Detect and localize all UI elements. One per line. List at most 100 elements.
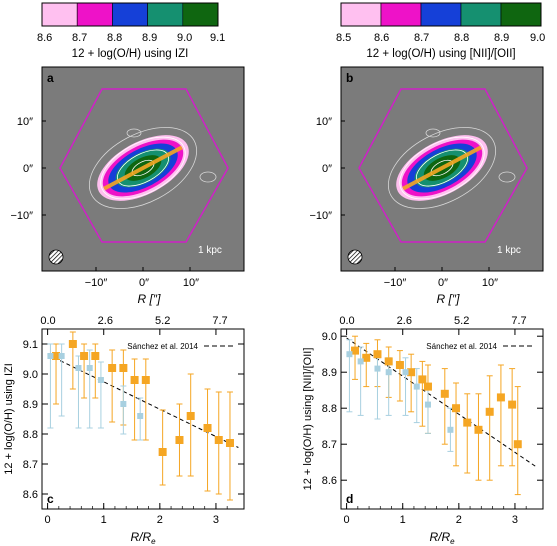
- cb-right-title: 12 + log(O/H) using [NII]/[OII]: [366, 48, 515, 60]
- scale-bar-label: 1 kpc: [198, 245, 222, 256]
- data-point: [463, 418, 472, 427]
- x-tick-label: 0″: [139, 277, 149, 289]
- colorbar-segment: [147, 2, 184, 27]
- x-tick-label: 1: [400, 514, 406, 526]
- contour-blob: [126, 128, 142, 138]
- colorbar-segment: [500, 2, 542, 27]
- data-point: [68, 340, 77, 348]
- data-point: [373, 350, 382, 359]
- data-point: [47, 353, 54, 359]
- x-tick-label: −10″: [384, 277, 407, 289]
- y-tick-label: 10″: [316, 116, 332, 128]
- cb-right-tick: 8.8: [454, 32, 469, 44]
- cb-left-tick: 8.9: [142, 32, 157, 44]
- y-axis-label: 12 + log(O/H) using [NII]/[OII]: [302, 348, 314, 491]
- colorbar-left: 8.6 8.7 8.8 8.9 9.0 9.1 12 + log(O/H) us…: [37, 2, 225, 60]
- data-point: [130, 376, 139, 384]
- data-point: [58, 353, 65, 359]
- data-point: [362, 353, 371, 362]
- y-tick-label: 0″: [23, 163, 33, 175]
- map-a-axes: 10″ 0″ −10″ −10″ 0″ 10″ R [″]: [10, 116, 199, 306]
- x-tick-label: 0: [344, 514, 350, 526]
- metallicity-map: [88, 127, 198, 209]
- data-point: [513, 440, 522, 449]
- y-tick-label: 0″: [322, 163, 332, 175]
- contour-blob: [199, 171, 217, 183]
- top-tick-label: 0.0: [339, 315, 354, 327]
- y-tick-label: 8.6: [322, 475, 337, 487]
- data-point: [508, 400, 517, 409]
- colorbar-segment: [76, 2, 113, 27]
- data-point: [52, 352, 61, 360]
- data-point: [440, 389, 449, 398]
- cb-left-tick: 9.1: [210, 32, 225, 44]
- colorbar-segment: [41, 2, 78, 27]
- plot-frame: [340, 328, 544, 510]
- cb-left-title: 12 + log(O/H) using IZI: [72, 48, 189, 60]
- profile-panel-c: 0 1 2 3 0.0 2.6 5.2 7.7 8.6 8.7 8.8 8.9 9.0 9.1 Sánche…: [3, 315, 245, 546]
- cb-left-tick: 8.8: [107, 32, 122, 44]
- data-point: [97, 377, 104, 383]
- cb-right-tick: 9.0: [530, 32, 545, 44]
- y-tick-label: 8.8: [322, 403, 337, 415]
- cb-right-tick: 8.5: [336, 32, 351, 44]
- top-tick-label: 2.6: [397, 315, 412, 327]
- data-point: [120, 401, 127, 407]
- data-point: [474, 425, 483, 434]
- panel-label: a: [47, 71, 54, 85]
- x-tick-label: 10″: [482, 277, 498, 289]
- y-tick-label: 9.0: [322, 331, 337, 343]
- top-tick-label: 7.7: [212, 315, 227, 327]
- panel-label: c: [47, 492, 54, 506]
- x-tick-label: 0″: [438, 277, 448, 289]
- cb-right-tick: 8.9: [494, 32, 509, 44]
- y-tick-label: −10″: [309, 210, 332, 222]
- cb-left-tick: 8.6: [37, 32, 52, 44]
- top-tick-label: 5.2: [454, 315, 469, 327]
- y-axis-label: 12 + log(O/H) using IZI: [3, 363, 15, 475]
- y-tick-label: 10″: [17, 116, 33, 128]
- x-tick-label: −10″: [85, 277, 108, 289]
- data-point: [384, 357, 393, 366]
- y-tick-label: 8.6: [23, 489, 38, 501]
- beam-icon: [48, 249, 64, 265]
- data-point: [351, 346, 360, 355]
- data-point: [374, 365, 381, 372]
- beam-icon: [347, 249, 363, 265]
- data-point: [407, 368, 416, 377]
- data-point: [357, 358, 364, 365]
- x-axis-label: R/Re: [429, 530, 455, 546]
- data-point: [447, 426, 454, 433]
- x-axis-label: R/Re: [130, 530, 156, 546]
- top-tick-label: 0.0: [40, 315, 55, 327]
- data-point: [86, 365, 93, 371]
- cb-right-tick: 8.7: [414, 32, 429, 44]
- data-point: [158, 448, 167, 456]
- data-point: [496, 393, 505, 402]
- y-tick-label: 8.9: [23, 399, 38, 411]
- data-point: [346, 351, 353, 358]
- x-tick-label: 1: [101, 514, 107, 526]
- colorbar-segment: [112, 2, 148, 27]
- ifu-hexagon: [358, 88, 528, 243]
- data-point: [119, 364, 128, 372]
- x-tick-label: 0: [45, 514, 51, 526]
- x-tick-label: 3: [512, 514, 518, 526]
- x-tick-label: 2: [157, 514, 163, 526]
- contour-blob: [498, 171, 516, 183]
- colorbar-segment: [380, 2, 422, 27]
- data-point: [203, 424, 212, 432]
- data-point: [402, 369, 409, 376]
- x-tick-label: 2: [456, 514, 462, 526]
- data-point: [424, 401, 431, 408]
- scale-bar-label: 1 kpc: [497, 245, 521, 256]
- map-b-axes: 10″ 0″ −10″ −10″ 0″ 10″ R [″]: [309, 116, 498, 306]
- data-point: [75, 365, 82, 371]
- data-point: [413, 383, 420, 390]
- data-point: [214, 436, 223, 444]
- data-point: [225, 439, 234, 447]
- top-tick-label: 2.6: [98, 315, 113, 327]
- cb-left-tick: 9.0: [177, 32, 192, 44]
- map-panel-b: b 1 kpc: [340, 66, 544, 272]
- data-point: [423, 382, 432, 391]
